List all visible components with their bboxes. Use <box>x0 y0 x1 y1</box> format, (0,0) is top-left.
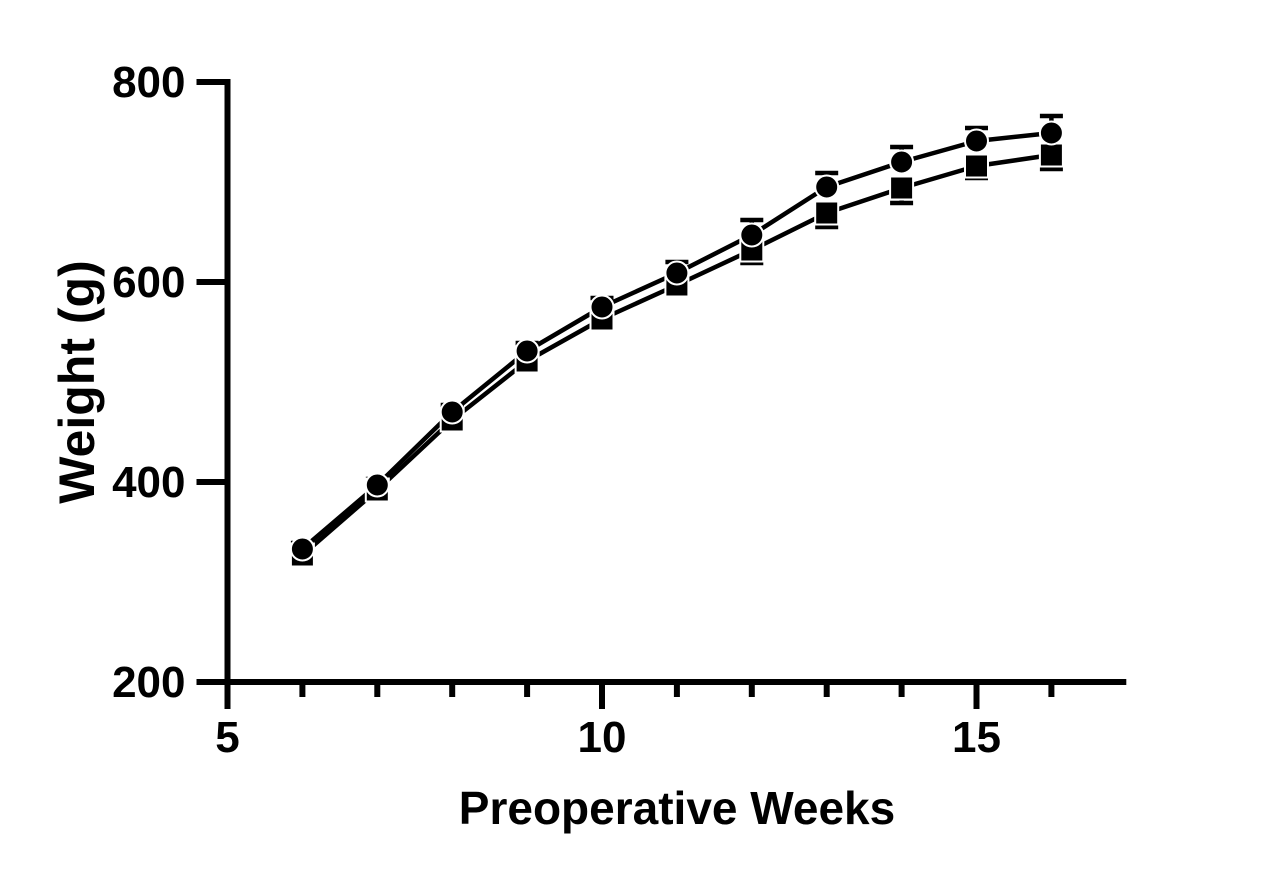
y-tick-label: 200 <box>112 658 185 707</box>
circle-marker <box>814 174 840 200</box>
x-tick-label: 5 <box>215 713 239 762</box>
circle-marker <box>739 222 765 248</box>
axes: 200 400 600 800 5 10 15 <box>112 58 1127 762</box>
circle-marker <box>289 536 315 562</box>
circle-marker <box>664 260 690 286</box>
circle-marker <box>439 399 465 425</box>
square-marker <box>964 153 989 179</box>
x-tick-label: 15 <box>952 713 1001 762</box>
circle-series-line <box>300 130 1052 551</box>
circle-marker <box>589 294 615 320</box>
x-tick-label: 10 <box>578 713 627 762</box>
y-axis-title: Weight (g) <box>49 260 105 503</box>
circle-marker <box>964 128 989 154</box>
circle-marker <box>889 149 915 175</box>
square-marker <box>1038 142 1064 168</box>
y-tick-label: 400 <box>112 458 185 507</box>
square-marker <box>889 175 915 201</box>
x-axis-title: Preoperative Weeks <box>459 782 895 834</box>
square-series-line <box>300 152 1052 557</box>
circle-marker <box>364 472 390 498</box>
circle-marker <box>1038 120 1064 146</box>
y-tick-label: 600 <box>112 258 185 307</box>
square-marker <box>814 200 840 226</box>
data-series <box>289 113 1064 568</box>
y-tick-label: 800 <box>112 58 185 107</box>
circle-marker <box>514 338 540 364</box>
